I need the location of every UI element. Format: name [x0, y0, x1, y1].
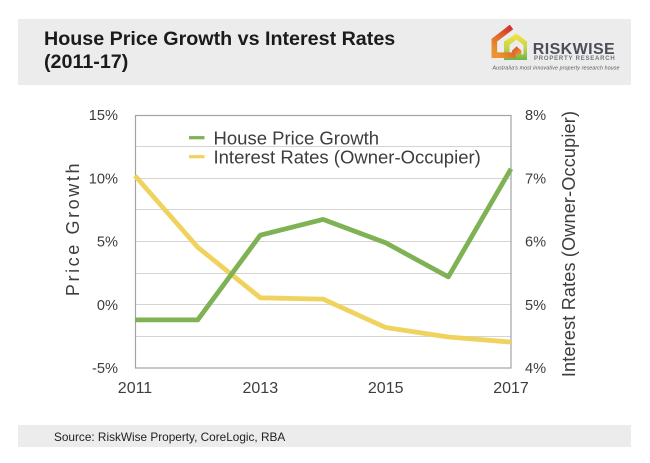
svg-text:Australia's most innovative pr: Australia's most innovative property res… [492, 66, 620, 72]
svg-text:6%: 6% [525, 235, 546, 251]
svg-text:5%: 5% [97, 235, 118, 251]
svg-text:0%: 0% [97, 298, 118, 314]
svg-text:15%: 15% [89, 108, 118, 124]
svg-text:House Price Growth: House Price Growth [214, 128, 380, 149]
svg-text:2017: 2017 [493, 380, 529, 397]
svg-text:2015: 2015 [368, 380, 404, 397]
svg-text:4%: 4% [525, 361, 546, 377]
svg-text:7%: 7% [525, 171, 546, 187]
svg-text:2013: 2013 [243, 380, 279, 397]
svg-text:Interest Rates (Owner-Occupier: Interest Rates (Owner-Occupier) [214, 146, 481, 167]
svg-text:Interest Rates (Owner-Occupier: Interest Rates (Owner-Occupier) [559, 111, 579, 377]
svg-text:PROPERTY RESEARCH: PROPERTY RESEARCH [534, 56, 616, 62]
svg-text:8%: 8% [525, 108, 546, 124]
svg-text:Price Growth: Price Growth [63, 161, 83, 296]
svg-text:-5%: -5% [92, 361, 118, 377]
svg-text:10%: 10% [89, 171, 118, 187]
svg-text:2011: 2011 [118, 380, 153, 397]
svg-text:RISKWISE: RISKWISE [533, 41, 615, 58]
svg-text:5%: 5% [525, 298, 546, 314]
